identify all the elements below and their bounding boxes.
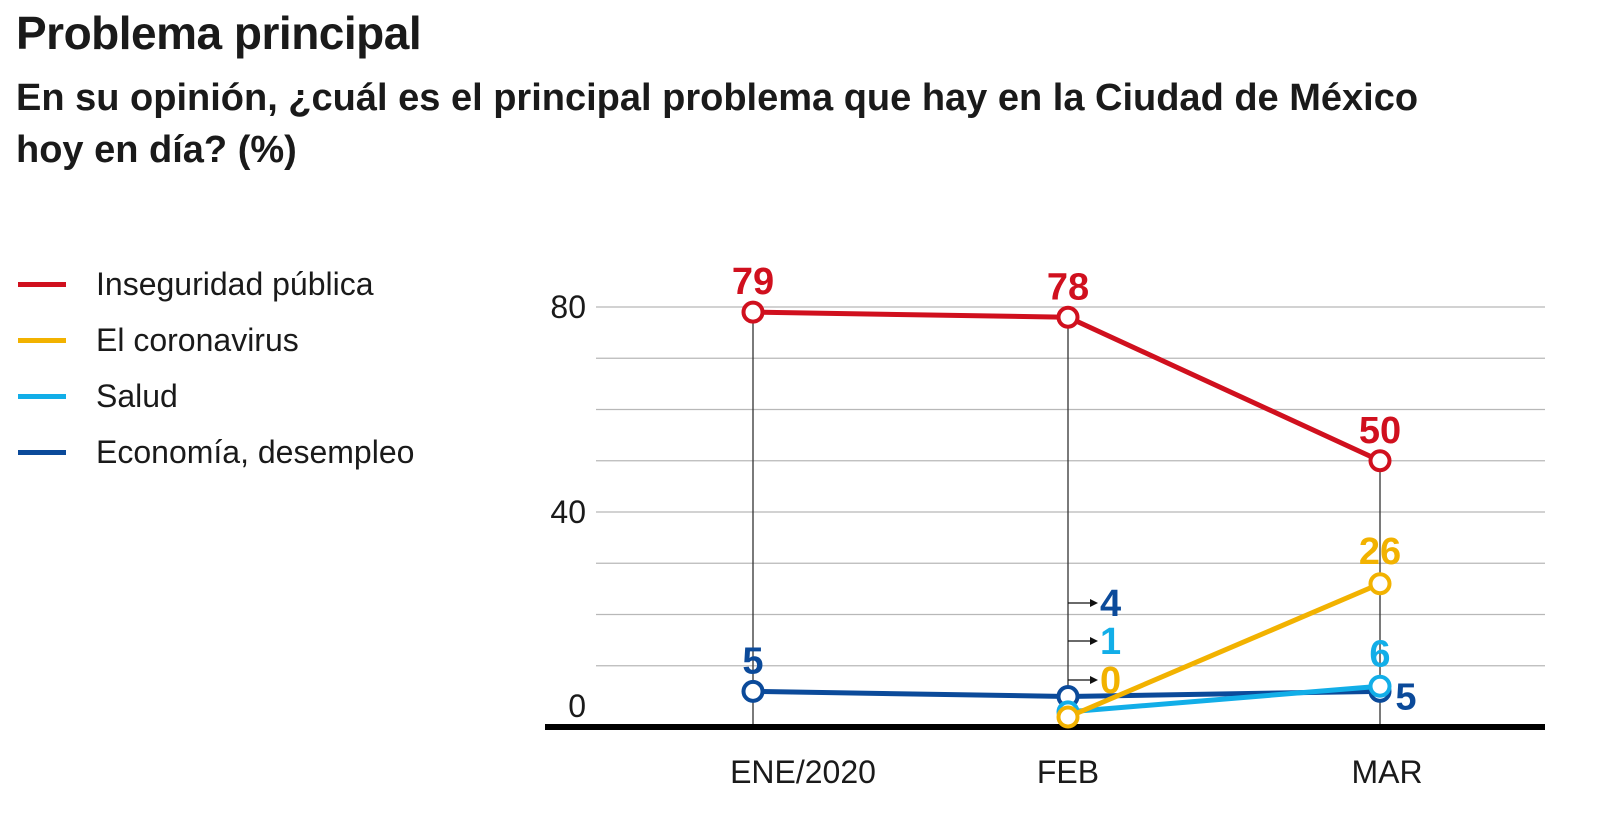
- legend-item-coronavirus: El coronavirus: [18, 312, 414, 368]
- series-line: [1067, 683, 1381, 715]
- legend-label: Economía, desempleo: [96, 433, 415, 470]
- legend-label: El coronavirus: [96, 321, 299, 358]
- y-tick-label: 40: [550, 494, 586, 530]
- data-label: 6: [1369, 633, 1390, 675]
- data-label: 50: [1359, 410, 1401, 452]
- data-label: 78: [1047, 266, 1089, 308]
- data-point: [1056, 305, 1080, 329]
- callout-label: 1: [1100, 621, 1121, 663]
- legend-item-inseguridad: Inseguridad pública: [18, 256, 414, 312]
- x-tick-label: MAR: [1351, 754, 1422, 790]
- legend-swatch: [18, 449, 66, 455]
- data-point: [1368, 572, 1392, 596]
- callout-arrow: [1090, 637, 1098, 645]
- callout-label: 0: [1100, 660, 1121, 702]
- legend-label: Salud: [96, 377, 178, 414]
- callout-arrow: [1090, 599, 1098, 607]
- legend-label: Inseguridad pública: [96, 265, 374, 302]
- series-line: [752, 309, 1382, 464]
- series-line: [1067, 581, 1381, 720]
- legend-swatch: [18, 337, 66, 343]
- legend-swatch: [18, 281, 66, 287]
- chart-subtitle: En su opinión, ¿cuál es el principal pro…: [16, 77, 1419, 171]
- legend-item-economia: Economía, desempleo: [18, 424, 414, 480]
- data-label: 5: [742, 640, 763, 682]
- legend-item-salud: Salud: [18, 368, 414, 424]
- x-tick-label: FEB: [1037, 754, 1099, 790]
- data-point: [741, 679, 765, 703]
- callout-arrow: [1090, 676, 1098, 684]
- data-label: 26: [1359, 531, 1401, 573]
- callout-label: 4: [1100, 583, 1121, 625]
- x-tick-label: ENE/2020: [730, 754, 876, 790]
- data-point: [1368, 674, 1392, 698]
- data-point: [741, 300, 765, 324]
- data-point: [1056, 705, 1080, 729]
- data-label: 5: [1395, 676, 1416, 718]
- data-point: [1368, 449, 1392, 473]
- legend: Inseguridad pública El coronavirus Salud…: [18, 256, 414, 480]
- y-tick-label: 0: [568, 688, 586, 724]
- data-label: 79: [732, 261, 774, 303]
- chart-title: Problema principal: [16, 7, 422, 59]
- y-tick-label: 80: [550, 289, 586, 325]
- legend-swatch: [18, 393, 66, 399]
